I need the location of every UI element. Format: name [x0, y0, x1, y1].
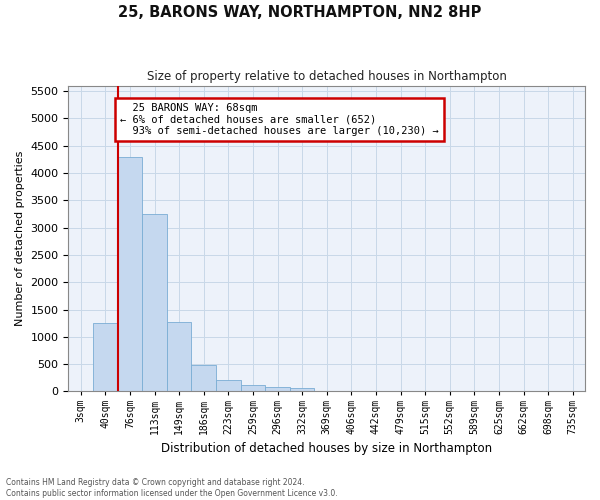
Bar — [167, 322, 191, 392]
X-axis label: Distribution of detached houses by size in Northampton: Distribution of detached houses by size … — [161, 442, 492, 455]
Text: 25 BARONS WAY: 68sqm
← 6% of detached houses are smaller (652)
  93% of semi-det: 25 BARONS WAY: 68sqm ← 6% of detached ho… — [120, 103, 439, 136]
Title: Size of property relative to detached houses in Northampton: Size of property relative to detached ho… — [147, 70, 506, 83]
Bar — [118, 156, 142, 392]
Y-axis label: Number of detached properties: Number of detached properties — [15, 151, 25, 326]
Text: Contains HM Land Registry data © Crown copyright and database right 2024.
Contai: Contains HM Land Registry data © Crown c… — [6, 478, 338, 498]
Bar — [265, 386, 290, 392]
Bar — [290, 388, 314, 392]
Text: 25, BARONS WAY, NORTHAMPTON, NN2 8HP: 25, BARONS WAY, NORTHAMPTON, NN2 8HP — [118, 5, 482, 20]
Bar — [241, 386, 265, 392]
Bar — [191, 366, 216, 392]
Bar — [142, 214, 167, 392]
Bar — [93, 323, 118, 392]
Bar — [216, 380, 241, 392]
